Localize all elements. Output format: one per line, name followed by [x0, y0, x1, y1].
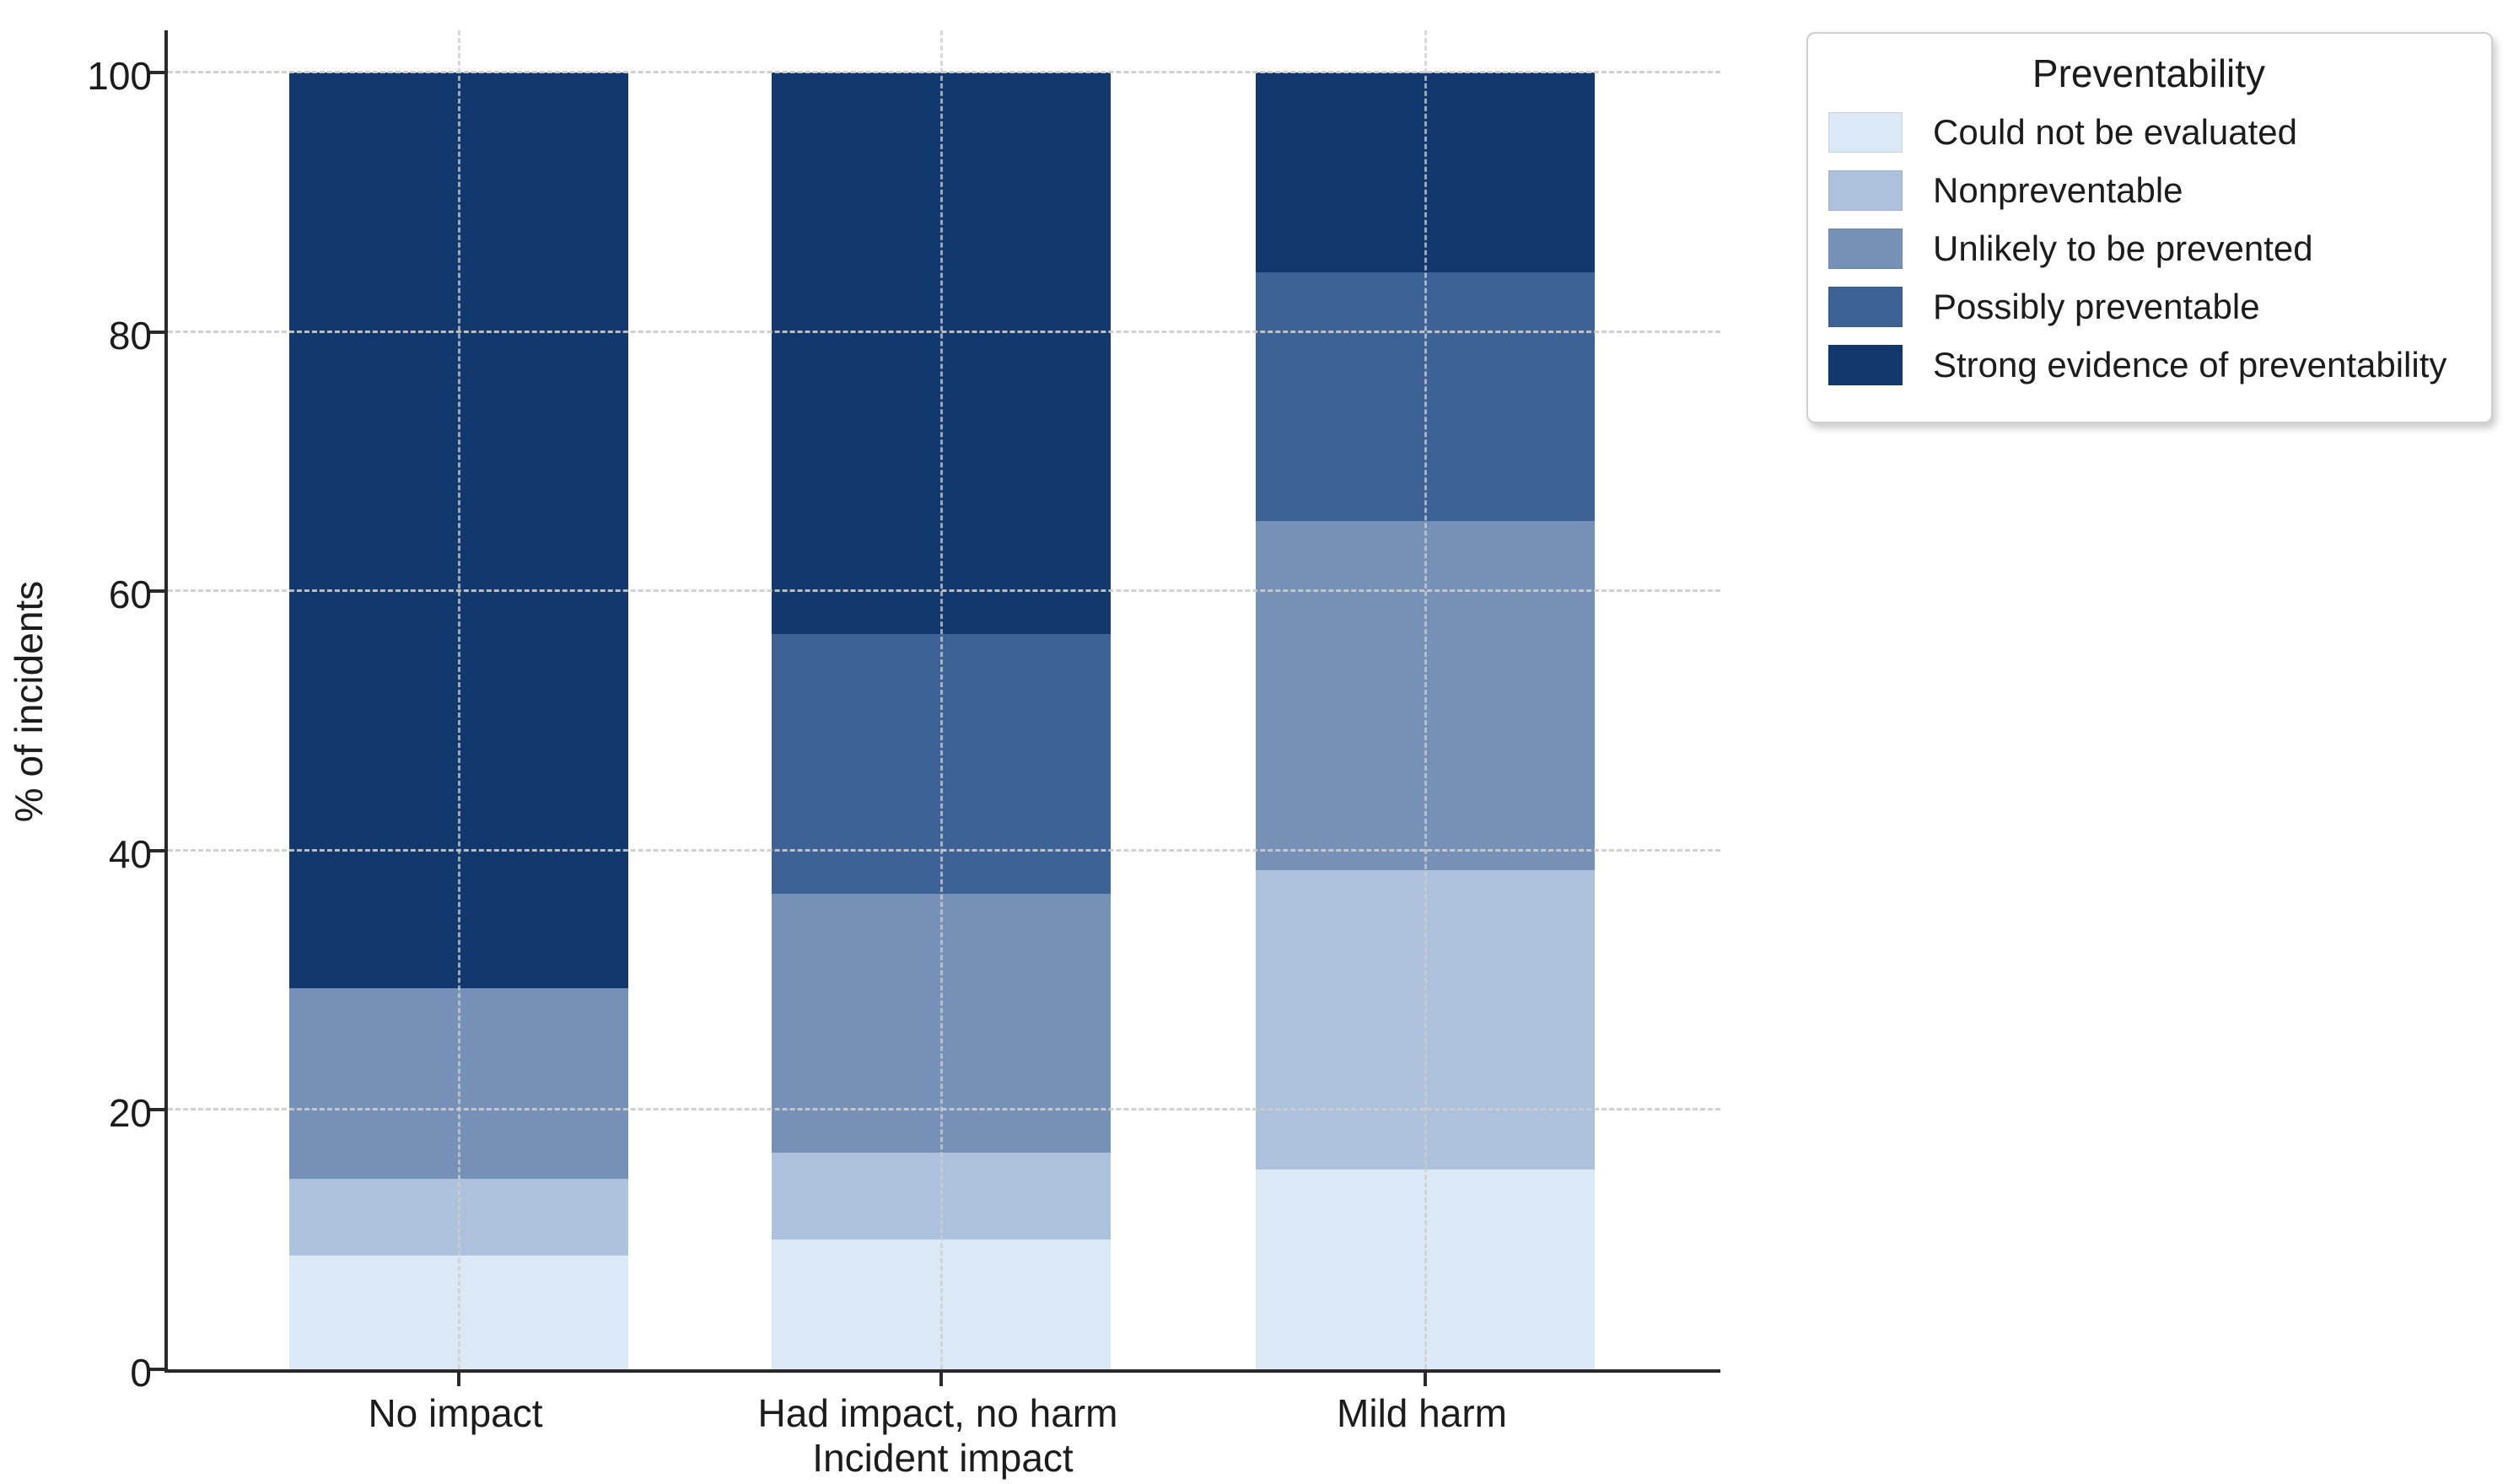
y-tick-mark — [148, 589, 164, 594]
x-tick-label: No impact — [368, 1391, 543, 1435]
legend-item-label: Could not be evaluated — [1933, 112, 2297, 152]
y-tick-label: 100 — [87, 54, 152, 98]
y-tick-mark — [148, 1108, 164, 1112]
bar-segment — [772, 73, 1111, 634]
y-tick-mark — [148, 71, 164, 74]
y-tick-label: 0 — [130, 1351, 152, 1395]
y-tick-mark — [148, 330, 164, 334]
legend-title: Preventability — [2032, 51, 2266, 95]
legend-item-list: Could not be evaluated Nonpreventable Unli… — [1828, 110, 2469, 387]
legend-color-swatch — [1828, 345, 1903, 385]
y-tick-mark — [148, 1368, 164, 1371]
bar-segment — [289, 987, 628, 1179]
bar-segment — [1256, 73, 1595, 272]
stacked-bar-1 — [289, 73, 628, 1369]
bar-segment — [772, 633, 1111, 894]
legend-color-swatch — [1828, 170, 1903, 211]
legend-item-label: Strong evidence of preventability — [1933, 345, 2447, 384]
bar-segment — [289, 1255, 628, 1369]
bar-segment — [1256, 272, 1595, 522]
x-axis-label: Incident impact — [812, 1436, 1074, 1480]
bar-segment — [289, 1178, 628, 1255]
x-tick-mark — [939, 1373, 943, 1386]
bar-segment — [772, 1153, 1111, 1240]
bar-segment — [1256, 1169, 1595, 1369]
legend-item-label: Possibly preventable — [1933, 287, 2260, 326]
legend-color-swatch — [1828, 112, 1903, 153]
x-tick-mark — [457, 1373, 460, 1386]
legend-item: Could not be evaluated — [1828, 110, 2469, 154]
y-tick-label: 40 — [108, 831, 152, 876]
legend-item: Possibly preventable — [1828, 285, 2469, 329]
legend-item: Nonpreventable — [1828, 169, 2469, 212]
stacked-bar-3 — [1256, 73, 1595, 1369]
legend-item-label: Nonpreventable — [1933, 170, 2183, 210]
bar-segment — [1256, 521, 1595, 870]
bar-segment — [289, 73, 628, 988]
y-tick-label: 20 — [108, 1091, 152, 1136]
y-tick-mark — [148, 848, 164, 852]
x-tick-label: Had impact, no harm — [757, 1391, 1118, 1435]
legend-color-swatch — [1828, 287, 1903, 327]
legend-item: Unlikely to be prevented — [1828, 227, 2469, 271]
bar-segment — [1256, 869, 1595, 1170]
stacked-bar-2 — [772, 73, 1111, 1369]
legend-color-swatch — [1828, 229, 1903, 269]
legend-item-label: Unlikely to be prevented — [1933, 229, 2313, 268]
bar-segment — [772, 893, 1111, 1153]
y-tick-label: 80 — [108, 313, 152, 358]
x-tick-label: Mild harm — [1337, 1391, 1507, 1435]
bar-segment — [772, 1239, 1111, 1369]
y-tick-label: 60 — [108, 573, 152, 617]
legend-item: Strong evidence of preventability — [1828, 343, 2469, 387]
x-tick-mark — [1424, 1373, 1427, 1386]
legend: Preventability Could not be evaluated Non… — [1806, 32, 2493, 423]
plot-area — [148, 30, 1720, 1386]
